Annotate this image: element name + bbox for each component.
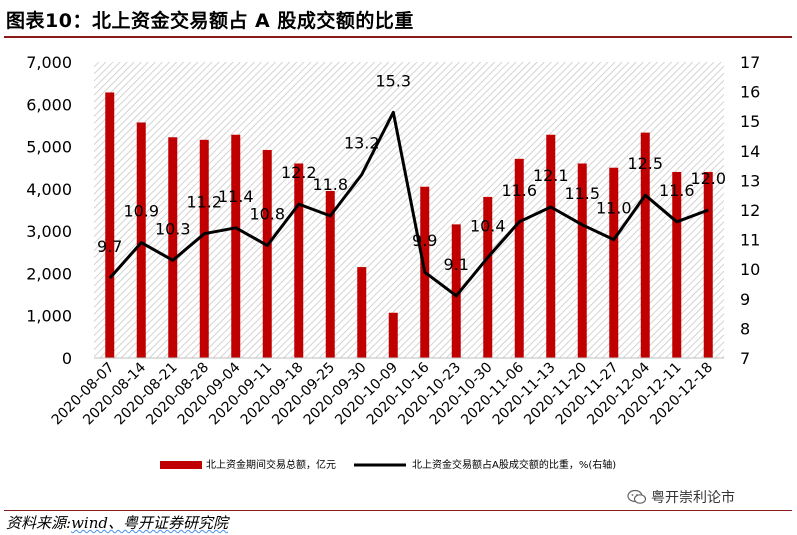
bar: [105, 92, 115, 358]
legend-label-bar: 北上资金期间交易总额，亿元: [206, 458, 336, 471]
line-data-label: 12.5: [627, 154, 663, 173]
y-left-tick: 2,000: [26, 264, 72, 283]
y-left-tick: 0: [62, 349, 72, 368]
line-data-label: 12.0: [690, 169, 726, 188]
line-data-label: 9.1: [444, 255, 469, 274]
source-note: 资料来源:wind、粤开证券研究院: [6, 512, 228, 533]
y-left-tick: 7,000: [26, 53, 72, 72]
y-right-tick: 16: [740, 83, 760, 102]
source-prefix: 资料来源:: [6, 514, 72, 532]
ratio-line: [108, 110, 709, 298]
line-data-labels: 9.710.910.3 11.211.410.8 12.211.8 13.2 15.3 9…: [97, 71, 726, 274]
line-data-label: 13.2: [344, 133, 380, 152]
watermark: 粤开崇利论市: [627, 487, 735, 507]
line-data-label: 15.3: [375, 71, 411, 90]
y-left-tick: 5,000: [26, 138, 72, 157]
y-right-tick: 8: [740, 319, 750, 338]
y-left-tick: 1,000: [26, 307, 72, 326]
bar: [483, 196, 493, 358]
bar: [325, 190, 335, 358]
bar: [168, 137, 178, 358]
line-data-label: 10.3: [155, 219, 191, 238]
bar: [294, 163, 304, 358]
y-left-tick: 4,000: [26, 180, 72, 199]
bar: [388, 312, 398, 358]
line-data-label: 11.6: [501, 181, 537, 200]
bar: [136, 122, 146, 359]
chart-title: 图表10：北上资金交易额占 A 股成交额的比重: [6, 10, 414, 32]
y-right-tick: 7: [740, 349, 750, 368]
y-right-tick: 12: [740, 201, 760, 220]
footer-divider: [4, 510, 792, 511]
bar: [231, 134, 241, 358]
y-right-tick: 9: [740, 290, 750, 309]
y-left-tick: 6,000: [26, 95, 72, 114]
right-axis: 7 8 9 10 11 12 13 14 15 16 17: [740, 53, 760, 368]
line-data-label: 12.2: [281, 163, 317, 182]
bar: [672, 171, 682, 358]
line-data-label: 11.8: [312, 175, 348, 194]
bar: [546, 134, 556, 358]
y-left-tick: 3,000: [26, 222, 72, 241]
y-right-tick: 17: [740, 53, 760, 72]
line-data-label: 10.4: [470, 216, 506, 235]
bar: [514, 158, 524, 358]
line-data-label: 10.8: [249, 205, 285, 224]
chart: 0 1,000 2,000 3,000 4,000 5,000 6,000 7,000 7 8 9…: [26, 53, 760, 471]
line-data-label: 12.1: [533, 166, 569, 185]
y-right-tick: 15: [740, 112, 760, 131]
bar: [640, 132, 650, 358]
left-axis: 0 1,000 2,000 3,000 4,000 5,000 6,000 7,000: [26, 53, 72, 368]
line-data-label: 11.4: [218, 187, 254, 206]
wechat-icon: [627, 489, 647, 504]
bar: [199, 139, 209, 358]
legend: 北上资金期间交易总额，亿元 北上资金交易额占A股成交额的比重，%(右轴): [160, 458, 616, 471]
line-data-label: 10.9: [123, 202, 159, 221]
line-data-label: 9.9: [412, 231, 437, 250]
y-right-tick: 13: [740, 171, 760, 190]
bar: [609, 167, 619, 358]
bar: [577, 163, 587, 358]
line-data-label: 11.6: [659, 181, 695, 200]
y-right-tick: 11: [740, 231, 760, 250]
line-data-label: 11.5: [564, 184, 600, 203]
legend-swatch-bar: [160, 461, 202, 469]
bar: [357, 267, 367, 358]
line-data-label: 11.2: [186, 193, 222, 212]
line-data-label: 11.0: [596, 199, 632, 218]
plot-area: [94, 62, 724, 358]
bar: [703, 171, 713, 358]
legend-label-line: 北上资金交易额占A股成交额的比重，%(右轴): [412, 458, 616, 471]
y-right-tick: 10: [740, 260, 760, 279]
bar: [451, 224, 461, 358]
title-divider: [4, 36, 792, 38]
source-name: wind、粤开证券研究院: [71, 514, 228, 532]
y-right-tick: 14: [740, 142, 760, 161]
bar: [262, 149, 272, 358]
x-axis: 2020-08-072020-08-142020-08-212020-08-28…: [49, 359, 716, 428]
line-data-label: 9.7: [97, 237, 122, 256]
watermark-text: 粤开崇利论市: [651, 490, 735, 506]
